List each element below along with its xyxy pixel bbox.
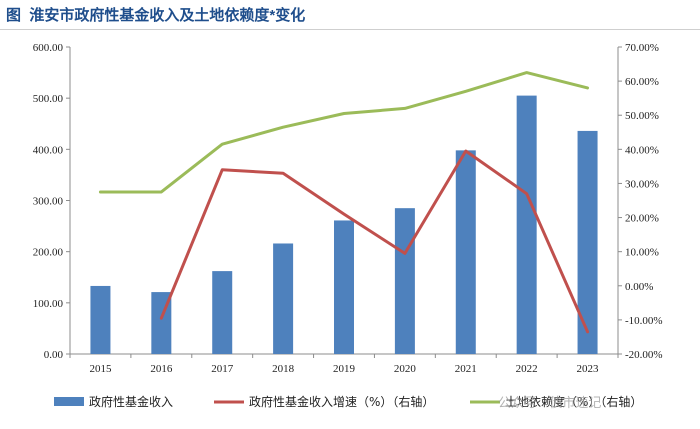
left-tick-label: 200.00 xyxy=(33,247,64,259)
x-tick-label: 2020 xyxy=(394,363,417,375)
revenue-bar xyxy=(394,208,415,354)
left-tick-label: 600.00 xyxy=(33,42,64,54)
x-tick-label: 2017 xyxy=(211,363,234,375)
right-tick-label: 30.00% xyxy=(625,178,659,190)
right-tick-label: -20.00% xyxy=(625,349,663,361)
x-tick-label: 2019 xyxy=(333,363,356,375)
x-tick-label: 2023 xyxy=(577,363,600,375)
left-tick-label: 300.00 xyxy=(33,196,64,208)
revenue-bar xyxy=(212,271,233,354)
revenue-bar xyxy=(90,285,111,354)
revenue-bar xyxy=(577,130,598,354)
chart-title: 图 淮安市政府性基金收入及土地依赖度*变化 xyxy=(6,4,305,25)
right-tick-label: 70.00% xyxy=(625,42,659,54)
left-tick-label: 100.00 xyxy=(33,298,64,310)
revenue-bar xyxy=(334,220,354,354)
revenue-bar xyxy=(455,150,476,354)
figure-label: 图 xyxy=(6,7,22,24)
legend-label: 政府性基金收入 xyxy=(89,394,173,409)
title-bar: 图 淮安市政府性基金收入及土地依赖度*变化 xyxy=(0,0,700,30)
right-tick-label: 10.00% xyxy=(625,247,659,259)
left-tick-label: 500.00 xyxy=(33,93,64,105)
x-tick-label: 2018 xyxy=(272,363,295,375)
legend-label: 土地依赖度（%）（右轴） xyxy=(505,394,642,409)
right-tick-label: 50.00% xyxy=(625,110,659,122)
watermark-text: 公众号 · 债市速记 xyxy=(498,395,601,411)
left-tick-label: 400.00 xyxy=(33,144,64,156)
right-tick-label: -10.00% xyxy=(625,315,663,327)
x-tick-label: 2016 xyxy=(150,363,173,375)
chart-title-text: 淮安市政府性基金收入及土地依赖度*变化 xyxy=(29,7,306,24)
right-tick-label: 40.00% xyxy=(625,144,659,156)
land-dependency-line xyxy=(98,71,590,194)
right-tick-label: 60.00% xyxy=(625,76,659,88)
right-tick-label: 0.00% xyxy=(625,281,653,293)
x-tick-label: 2021 xyxy=(455,363,477,375)
x-tick-label: 2015 xyxy=(89,363,112,375)
revenue-bar xyxy=(516,95,537,354)
x-tick-label: 2022 xyxy=(516,363,538,375)
growth-rate-line xyxy=(159,149,590,334)
legend-label: 政府性基金收入增速（%）（右轴） xyxy=(249,394,434,409)
legend-swatch-revenue xyxy=(54,397,84,406)
left-tick-label: 0.00 xyxy=(44,349,64,361)
right-tick-label: 20.00% xyxy=(625,213,659,225)
revenue-bar xyxy=(273,243,294,354)
